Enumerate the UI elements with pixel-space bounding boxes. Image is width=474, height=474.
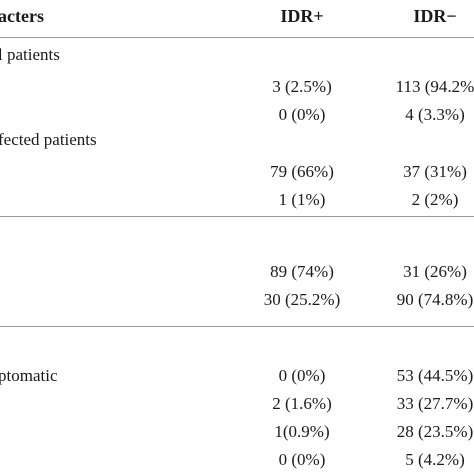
table-cell: 90 (74.8%): [396, 290, 474, 309]
table-cell: 4 (3.3%): [405, 105, 465, 124]
table-cell: 79 (66%): [270, 162, 334, 181]
table-cell: 0 (0%): [278, 105, 326, 124]
table-cell: 5 (4.2%): [405, 450, 465, 469]
table-cell: 53 (44.5%): [396, 366, 474, 385]
section-label: fected patients: [0, 130, 97, 149]
table-cell: 89 (74%): [270, 262, 334, 281]
table-cell: 30 (25.2%): [263, 290, 341, 309]
table-cell: 28 (23.5%): [396, 422, 474, 441]
table-cell: 1 (1%): [278, 190, 326, 209]
table-cell: 2 (2%): [411, 190, 459, 209]
table-cell: 3 (2.5%): [272, 77, 332, 96]
header-idr-positive: IDR+: [280, 6, 324, 26]
header-rule: [0, 37, 474, 38]
section-rule: [0, 216, 474, 217]
table-cell: 1(0.9%): [274, 422, 330, 441]
table-cell: 33 (27.7%): [396, 394, 474, 413]
table-cell: 31 (26%): [403, 262, 467, 281]
table-cell: 0 (0%): [278, 450, 326, 469]
table-cell: 37 (31%): [403, 162, 467, 181]
header-idr-negative: IDR−: [413, 6, 457, 26]
section-rule: [0, 326, 474, 327]
section-label: ptomatic: [0, 366, 58, 385]
section-label: l patients: [0, 45, 60, 64]
table-cell: 113 (94.2%: [395, 77, 474, 96]
header-characters: acters: [0, 6, 44, 26]
table-cell: 2 (1.6%): [272, 394, 332, 413]
table-cell: 0 (0%): [278, 366, 326, 385]
